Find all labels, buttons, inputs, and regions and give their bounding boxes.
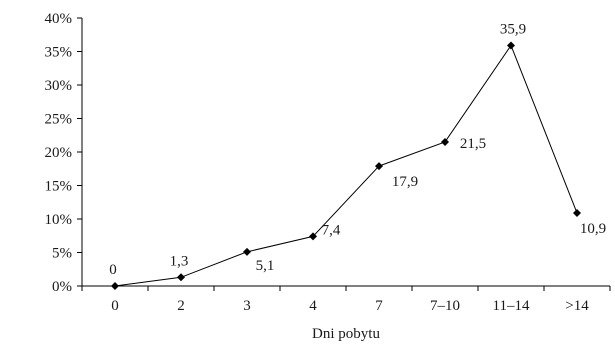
y-tick-label: 40% xyxy=(45,11,73,27)
y-tick-label: 0% xyxy=(52,279,72,295)
x-tick-label: 4 xyxy=(309,298,317,314)
data-label: 5,1 xyxy=(256,258,275,274)
data-point-marker xyxy=(375,162,383,171)
data-point-marker xyxy=(309,232,317,241)
y-tick-label: 10% xyxy=(45,212,73,228)
y-tick-label: 20% xyxy=(45,145,73,161)
series-line xyxy=(114,44,578,287)
x-tick-label: 2 xyxy=(177,298,185,314)
series-group xyxy=(111,41,581,290)
data-label: 7,4 xyxy=(322,222,341,238)
x-tick-label: 11–14 xyxy=(493,298,530,314)
y-tick-label: 5% xyxy=(52,246,72,262)
x-tick-label: 7–10 xyxy=(430,298,460,314)
data-label: 17,9 xyxy=(392,174,418,190)
x-tick-label: 0 xyxy=(111,298,119,314)
data-label: 1,3 xyxy=(170,253,189,269)
y-tick-label: 30% xyxy=(45,78,73,94)
data-point-marker xyxy=(441,137,449,146)
y-tick-label: 25% xyxy=(45,112,73,128)
data-point-marker xyxy=(243,247,251,256)
y-tick-label: 35% xyxy=(45,45,73,61)
data-label: 10,9 xyxy=(580,221,606,237)
data-labels: 0 1,3 5,1 7,4 17,9 21,5 35,9 10,9 xyxy=(109,21,606,278)
data-point-marker xyxy=(177,273,185,282)
x-axis-title: Dni pobytu xyxy=(312,326,380,342)
x-tick-label: >14 xyxy=(565,298,589,314)
data-point-marker xyxy=(111,282,119,290)
data-point-marker xyxy=(573,208,581,217)
y-tick-label: 15% xyxy=(45,179,73,195)
y-axis: 0% 5% 10% 15% 20% 25% 30% 35% 40% xyxy=(45,11,83,295)
data-label: 35,9 xyxy=(500,21,526,37)
data-label: 21,5 xyxy=(460,136,486,152)
x-axis: 0 2 3 4 7 7–10 11–14 >14 xyxy=(81,285,611,314)
x-tick-label: 3 xyxy=(243,298,251,314)
data-point-marker xyxy=(507,41,515,50)
x-tick-label: 7 xyxy=(375,298,383,314)
data-label: 0 xyxy=(109,262,117,278)
